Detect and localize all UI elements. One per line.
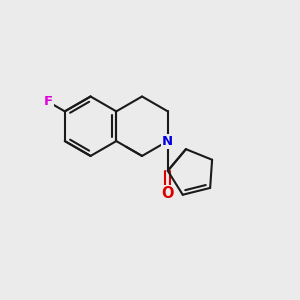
Text: F: F — [44, 95, 52, 108]
Text: N: N — [162, 135, 173, 148]
Text: O: O — [161, 187, 174, 202]
